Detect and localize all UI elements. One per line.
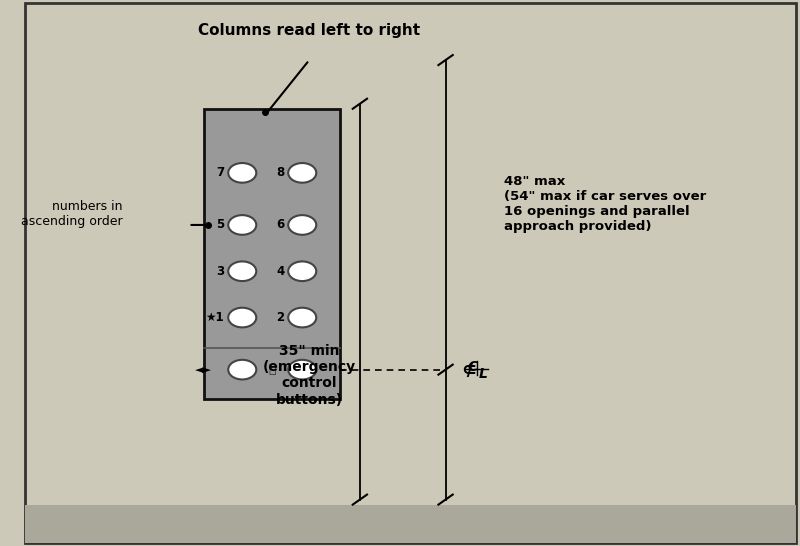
Text: ⊄: ⊄ [462,361,477,378]
Circle shape [228,308,256,328]
Text: 4: 4 [276,265,284,278]
Text: 8: 8 [276,167,284,180]
Circle shape [228,262,256,281]
Circle shape [288,360,316,379]
Text: numbers in
ascending order: numbers in ascending order [21,200,122,228]
Text: 35" min
(emergency
control
buttons): 35" min (emergency control buttons) [262,344,356,407]
Text: L: L [478,367,487,381]
Text: ★1: ★1 [206,311,224,324]
Circle shape [288,215,316,235]
Text: 🔔: 🔔 [269,363,276,376]
Circle shape [288,308,316,328]
Text: 48" max
(54" max if car serves over
16 openings and parallel
approach provided): 48" max (54" max if car serves over 16 o… [504,175,706,233]
Text: C: C [468,360,478,374]
Text: ◄►: ◄► [195,365,212,375]
Text: 7: 7 [216,167,224,180]
Bar [204,109,341,399]
Circle shape [228,215,256,235]
Text: 2: 2 [276,311,284,324]
Circle shape [288,262,316,281]
Circle shape [228,163,256,183]
Text: 5: 5 [216,218,224,232]
Text: 3: 3 [216,265,224,278]
Circle shape [228,360,256,379]
Circle shape [288,163,316,183]
Text: 6: 6 [276,218,284,232]
Text: Columns read left to right: Columns read left to right [198,23,420,38]
Bar [25,505,796,543]
